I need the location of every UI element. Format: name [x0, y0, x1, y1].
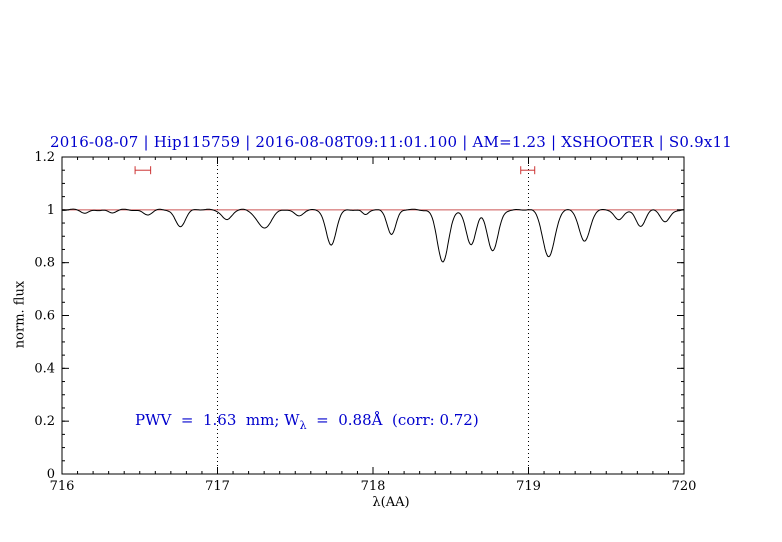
y-tick-label: 0: [47, 467, 55, 482]
x-tick-label: 716: [50, 479, 75, 494]
pwv-annotation-prefix: PWV = 1.63 mm; W: [135, 411, 300, 429]
x-tick-label: 717: [205, 479, 230, 494]
pwv-annotation-sub: λ: [299, 419, 307, 432]
y-tick-label: 0.8: [34, 256, 55, 271]
y-tick-label: 1: [47, 203, 55, 218]
pwv-annotation-suffix: = 0.88Å (corr: 0.72): [306, 411, 479, 429]
x-tick-label: 719: [516, 479, 541, 494]
y-tick-label: 0.6: [34, 309, 55, 324]
y-tick-label: 1.2: [34, 150, 55, 165]
y-tick-label: 0.4: [34, 361, 55, 376]
x-tick-label: 720: [672, 479, 697, 494]
plot-frame: [61, 156, 685, 475]
pwv-annotation: PWV = 1.63 mm; Wλ = 0.88Å (corr: 0.72): [135, 411, 479, 432]
plot-title: 2016-08-07 | Hip115759 | 2016-08-08T09:1…: [50, 133, 732, 151]
x-axis-label: λ(AA): [372, 495, 410, 510]
spectrum-line: [62, 208, 685, 263]
y-tick-label: 0.2: [34, 414, 55, 429]
x-tick-label: 718: [361, 479, 386, 494]
